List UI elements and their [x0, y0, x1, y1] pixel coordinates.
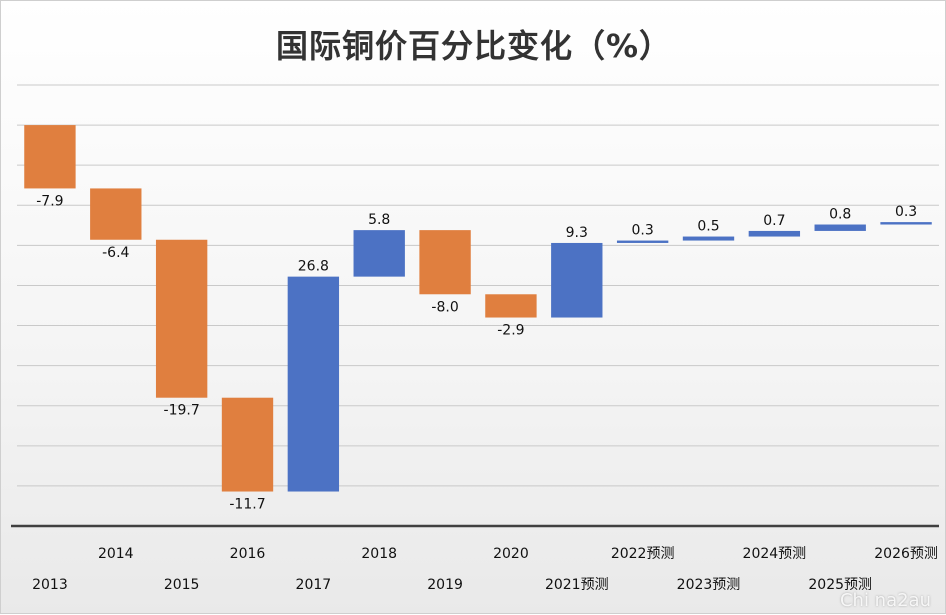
bar-2024预测: [748, 230, 801, 237]
bar-2025预测: [814, 224, 866, 231]
bars: [24, 125, 932, 492]
x-tick-label: 2018: [361, 546, 397, 562]
x-tick-label: 2024预测: [743, 546, 807, 562]
x-tick-label: 2026预测: [874, 546, 938, 562]
bar-2022预测: [616, 240, 669, 243]
bar-2016: [221, 397, 274, 492]
x-tick-label: 2020: [493, 546, 529, 562]
bar-2015: [155, 239, 208, 398]
bar-2020: [485, 294, 537, 318]
data-label: 5.8: [368, 212, 390, 228]
x-tick-label: 2021预测: [545, 577, 609, 593]
x-tick-label: 2025预测: [808, 577, 872, 593]
data-label: 0.3: [895, 204, 917, 220]
x-tick-label: 2015: [164, 577, 200, 593]
data-label: 9.3: [566, 225, 588, 241]
bar-2023预测: [682, 236, 735, 241]
x-tick-label: 2013: [32, 577, 68, 593]
gridlines: [17, 84, 939, 487]
watermark: Chi na2au: [839, 590, 931, 611]
data-labels: -7.9 -6.4 -19.7 -11.7 26.8 5.8 -8.0 -2.9 9.3 0.3 0…: [36, 193, 917, 512]
bar-2014: [90, 188, 142, 240]
data-label: -8.0: [431, 299, 458, 315]
data-label: 26.8: [298, 259, 329, 275]
chart-title: 国际铜价百分比变化（%）: [275, 27, 673, 65]
data-label: -7.9: [36, 193, 63, 209]
data-label: 0.3: [632, 223, 654, 239]
bar-2019: [419, 230, 471, 295]
data-label: 0.7: [763, 213, 785, 229]
data-label: -2.9: [497, 323, 524, 339]
bar-2013: [24, 125, 76, 189]
data-label: -19.7: [164, 403, 200, 419]
bar-2018: [353, 230, 405, 277]
x-tick-label: 2016: [230, 546, 266, 562]
data-label: -6.4: [102, 245, 129, 261]
data-label: 0.5: [697, 219, 719, 235]
x-tick-label: 2023预测: [677, 577, 741, 593]
bar-2026预测: [880, 222, 932, 225]
x-tick-label: 2019: [427, 577, 463, 593]
x-tick-label: 2017: [296, 577, 332, 593]
x-tick-label: 2014: [98, 546, 134, 562]
x-tick-label: 2022预测: [611, 546, 675, 562]
data-label: 0.8: [829, 207, 851, 223]
x-tick-labels: 201320142015201620172018201920202021预测20…: [32, 546, 938, 593]
bar-2017: [287, 276, 340, 492]
data-label: -11.7: [229, 497, 265, 513]
bar-2021预测: [551, 242, 603, 318]
